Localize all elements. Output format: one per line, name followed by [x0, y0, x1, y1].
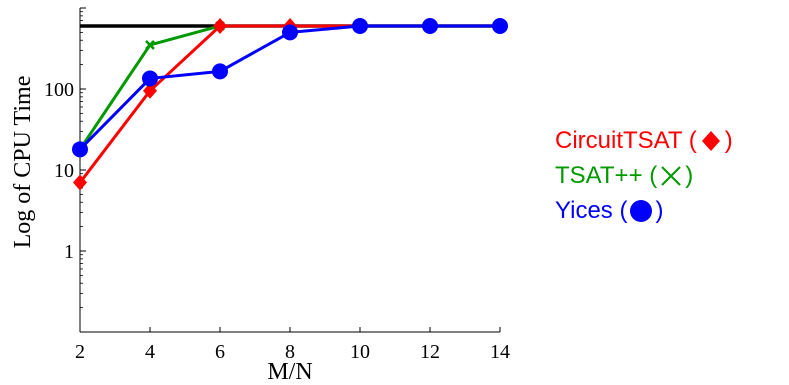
series-line-yices — [78, 24, 500, 151]
y-tick-label: 10 — [54, 160, 74, 182]
legend-label: Yices ( — [555, 197, 628, 224]
y-tick-label: 100 — [44, 79, 74, 101]
x-tick-label: 8 — [285, 341, 295, 363]
data-point-circle — [352, 17, 368, 34]
x-tick-label: 4 — [145, 341, 155, 363]
x-tick-label: 12 — [420, 341, 440, 363]
data-point-circle — [282, 24, 298, 41]
legend-item-circuittsat: CircuitTSAT ( ) — [555, 123, 733, 158]
legend: CircuitTSAT ( ) TSAT++ ( ) Yices ( ) — [555, 123, 733, 228]
legend-item-tsatpp: TSAT++ ( ) — [555, 158, 733, 193]
legend-close: ) — [655, 197, 664, 224]
series-line-circuittsat — [78, 24, 500, 184]
x-tick-label: 14 — [490, 341, 510, 363]
x-tick-label: 6 — [215, 341, 225, 363]
circle-icon — [630, 199, 653, 222]
legend-item-yices: Yices ( ) — [555, 193, 733, 228]
data-point-circle — [422, 17, 438, 34]
data-point-x — [145, 40, 155, 50]
data-point-circle — [492, 17, 508, 34]
legend-label: TSAT++ ( — [555, 162, 658, 189]
legend-close: ) — [685, 162, 694, 189]
data-point-diamond — [213, 17, 227, 34]
x-axis-label: M/N — [267, 359, 312, 385]
data-point-circle — [72, 141, 88, 158]
x-tick-label: 2 — [75, 341, 85, 363]
x-icon — [661, 165, 681, 186]
x-tick-label: 10 — [350, 341, 370, 363]
data-point-diamond — [143, 82, 157, 99]
data-point-diamond — [73, 174, 87, 191]
data-point-circle — [142, 70, 158, 87]
legend-label: CircuitTSAT ( — [555, 127, 697, 154]
diamond-icon — [701, 130, 720, 151]
legend-close: ) — [724, 127, 733, 154]
data-point-circle — [212, 63, 228, 80]
y-axis-label: Log of CPU Time — [10, 76, 36, 249]
y-tick-label: 1 — [64, 241, 74, 263]
